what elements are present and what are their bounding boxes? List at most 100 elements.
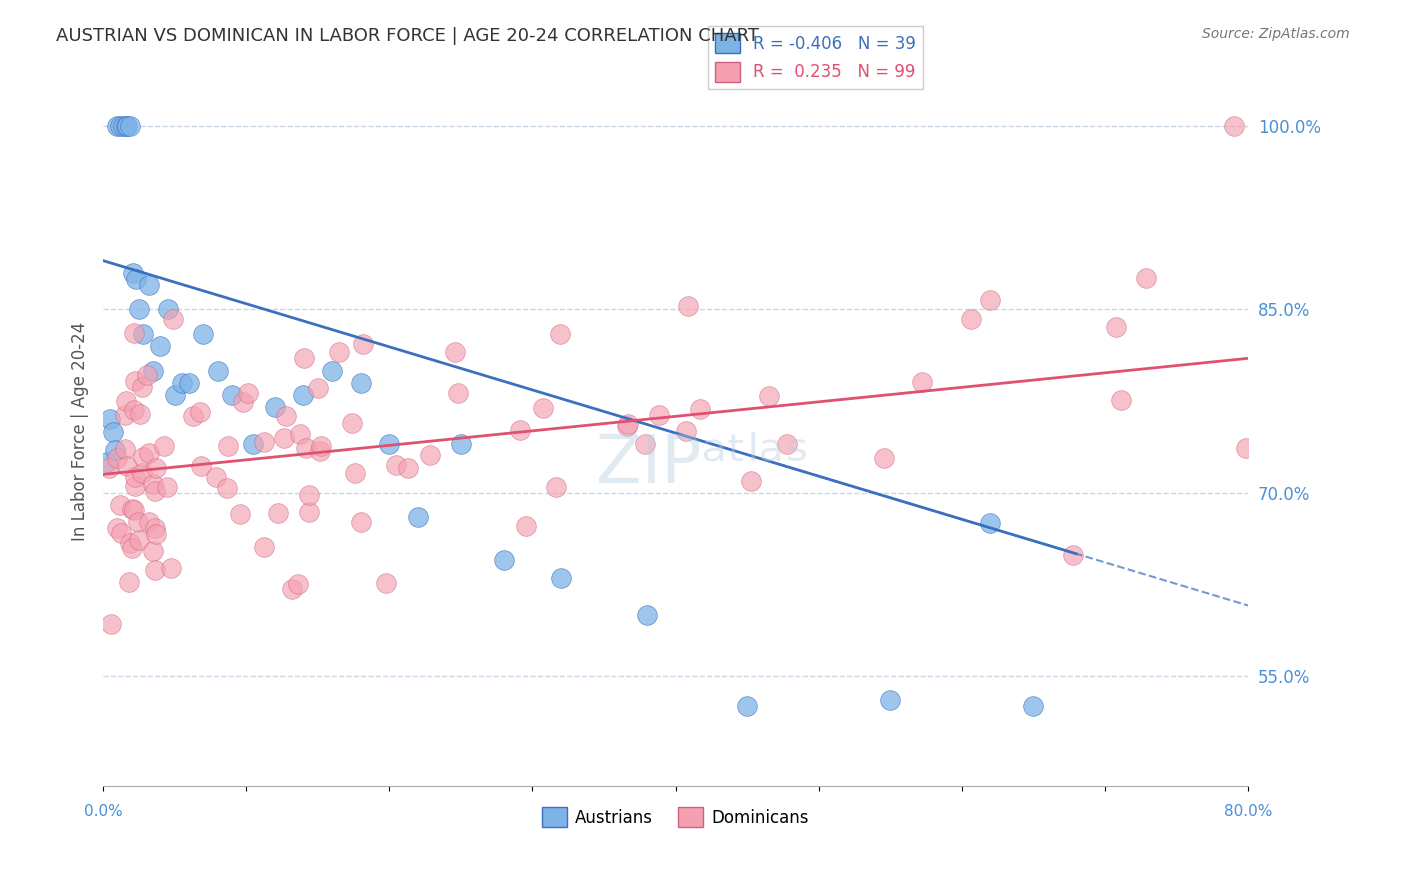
Dominicans <box>115 394 138 409</box>
Dominicans <box>280 582 302 596</box>
Dominicans <box>350 516 373 530</box>
Austrians <box>735 699 758 714</box>
Dominicans <box>689 401 711 416</box>
Dominicans <box>136 368 159 383</box>
Dominicans <box>979 293 1001 308</box>
Austrians <box>142 363 165 377</box>
Austrians <box>163 388 186 402</box>
Dominicans <box>138 446 160 460</box>
Dominicans <box>444 344 467 359</box>
Dominicans <box>124 374 146 388</box>
Dominicans <box>205 470 228 484</box>
Dominicans <box>273 432 295 446</box>
Dominicans <box>143 483 166 498</box>
Dominicans <box>1234 442 1257 456</box>
Dominicans <box>188 405 211 419</box>
Dominicans <box>153 439 176 453</box>
Dominicans <box>1222 120 1244 134</box>
Dominicans <box>740 474 762 488</box>
Austrians <box>120 120 142 134</box>
Dominicans <box>121 541 143 555</box>
Dominicans <box>758 389 780 403</box>
Austrians <box>350 376 373 390</box>
Dominicans <box>775 437 797 451</box>
Dominicans <box>217 439 239 453</box>
Dominicans <box>253 541 276 555</box>
Dominicans <box>143 521 166 535</box>
Text: ZIPᵃᵗˡᵃˢ: ZIPᵃᵗˡᵃˢ <box>596 431 810 497</box>
Austrians <box>98 412 121 426</box>
Dominicans <box>142 477 165 491</box>
Dominicans <box>340 417 363 431</box>
Text: Source: ZipAtlas.com: Source: ZipAtlas.com <box>1202 27 1350 41</box>
Dominicans <box>229 507 252 521</box>
Dominicans <box>309 439 332 453</box>
Dominicans <box>617 417 640 431</box>
Austrians <box>122 266 145 280</box>
Austrians <box>101 425 124 439</box>
Dominicans <box>105 451 128 466</box>
Dominicans <box>515 519 537 533</box>
Austrians <box>138 278 160 293</box>
Dominicans <box>276 409 298 423</box>
Austrians <box>221 388 243 402</box>
Dominicans <box>253 434 276 449</box>
Dominicans <box>124 479 146 493</box>
Dominicans <box>548 326 571 341</box>
Dominicans <box>143 563 166 577</box>
Austrians <box>636 607 658 622</box>
Dominicans <box>328 344 350 359</box>
Dominicans <box>122 503 145 517</box>
Dominicans <box>162 311 184 326</box>
Dominicans <box>238 386 260 401</box>
Dominicans <box>290 427 312 442</box>
Austrians <box>117 120 139 134</box>
Dominicans <box>132 450 155 465</box>
Dominicans <box>419 448 441 462</box>
Dominicans <box>124 469 146 483</box>
Dominicans <box>1111 392 1133 407</box>
Dominicans <box>396 461 419 475</box>
Dominicans <box>181 409 204 423</box>
Dominicans <box>675 424 697 438</box>
Austrians <box>292 388 315 402</box>
Dominicans <box>1135 270 1157 285</box>
Austrians <box>177 376 200 390</box>
Austrians <box>110 120 132 134</box>
Austrians <box>879 693 901 707</box>
Dominicans <box>531 401 554 416</box>
Austrians <box>128 302 150 317</box>
Austrians <box>103 442 125 457</box>
Austrians <box>1022 699 1045 714</box>
Dominicans <box>145 460 167 475</box>
Dominicans <box>100 616 122 631</box>
Text: AUSTRIAN VS DOMINICAN IN LABOR FORCE | AGE 20-24 CORRELATION CHART: AUSTRIAN VS DOMINICAN IN LABOR FORCE | A… <box>56 27 759 45</box>
Dominicans <box>287 576 309 591</box>
Text: 0.0%: 0.0% <box>84 804 122 819</box>
Dominicans <box>232 395 254 409</box>
Dominicans <box>131 379 153 393</box>
Austrians <box>450 437 472 451</box>
Dominicans <box>114 408 136 422</box>
Dominicans <box>156 480 179 494</box>
Dominicans <box>307 380 329 394</box>
Dominicans <box>145 527 167 541</box>
Dominicans <box>633 436 655 450</box>
Dominicans <box>105 521 128 535</box>
Dominicans <box>159 561 181 575</box>
Dominicans <box>127 515 149 529</box>
Legend: Austrians, Dominicans: Austrians, Dominicans <box>536 800 815 834</box>
Austrians <box>193 326 215 341</box>
Dominicans <box>1104 320 1126 334</box>
Austrians <box>125 272 148 286</box>
Dominicans <box>308 444 330 458</box>
Austrians <box>242 437 264 451</box>
Dominicans <box>295 441 318 455</box>
Dominicans <box>128 407 150 421</box>
Austrians <box>492 553 515 567</box>
Dominicans <box>446 385 468 400</box>
Dominicans <box>128 533 150 547</box>
Dominicans <box>298 488 321 502</box>
Austrians <box>107 120 129 134</box>
Y-axis label: In Labor Force | Age 20-24: In Labor Force | Age 20-24 <box>72 322 89 541</box>
